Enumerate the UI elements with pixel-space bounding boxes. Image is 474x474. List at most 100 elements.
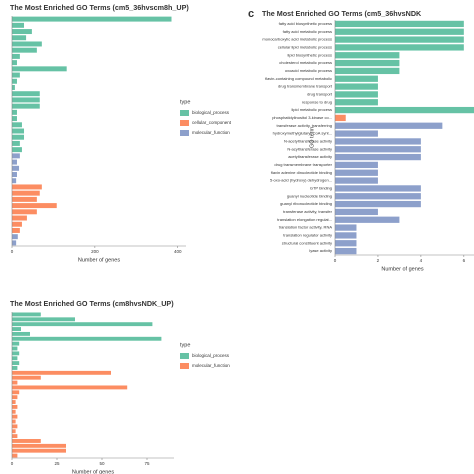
bar bbox=[12, 351, 20, 356]
bar bbox=[12, 331, 30, 336]
bar bbox=[12, 221, 22, 227]
x-tick-label: 0 bbox=[11, 461, 14, 466]
x-tick-label: 200 bbox=[91, 249, 99, 254]
legend-label: molecular_function bbox=[192, 363, 230, 368]
bar bbox=[12, 409, 16, 414]
bar bbox=[12, 178, 17, 184]
x-axis-label: Number of genes bbox=[381, 266, 423, 272]
bar bbox=[12, 215, 27, 221]
y-tick-label: fatty acid metabolic process bbox=[283, 29, 332, 34]
bar bbox=[12, 227, 20, 233]
legend-label: molecular_function bbox=[192, 130, 230, 135]
bar bbox=[12, 385, 128, 390]
x-axis-label: Number of genes bbox=[78, 257, 120, 263]
bar bbox=[12, 47, 37, 53]
bar bbox=[12, 172, 17, 177]
bar bbox=[12, 159, 17, 165]
bar bbox=[335, 91, 378, 98]
x-tick-label: 50 bbox=[99, 461, 105, 466]
bar bbox=[335, 232, 357, 239]
bar bbox=[12, 322, 153, 327]
y-tick-label: N-acyltransferase activity bbox=[287, 146, 332, 151]
chart-title: The Most Enriched GO Terms (cm8hvsNDK_UP… bbox=[10, 299, 174, 308]
bar bbox=[335, 169, 378, 176]
bar bbox=[335, 216, 400, 223]
bar bbox=[335, 146, 421, 153]
bar bbox=[335, 67, 400, 75]
bar bbox=[12, 370, 111, 375]
bar bbox=[12, 103, 40, 109]
y-tick-label: drug transmembrane transporter bbox=[274, 162, 332, 167]
bar bbox=[335, 130, 378, 137]
y-tick-label: structural constituent activity bbox=[282, 240, 332, 245]
y-tick-label: flavin adenine dinucleotide binding bbox=[271, 170, 332, 175]
bar bbox=[335, 177, 378, 184]
bar bbox=[12, 184, 42, 190]
bar bbox=[12, 336, 162, 341]
y-tick-label: response to drug bbox=[302, 99, 332, 104]
bar bbox=[12, 346, 18, 351]
legend-title: type bbox=[180, 99, 190, 105]
bar bbox=[12, 85, 15, 90]
bar bbox=[335, 200, 421, 208]
bar bbox=[12, 341, 20, 346]
bar bbox=[335, 247, 357, 255]
bar bbox=[12, 356, 18, 361]
y-tick-label: 5-oxo-acid (hydroxy) dehydrogen... bbox=[270, 178, 332, 183]
legend-swatch bbox=[180, 130, 189, 136]
bar bbox=[12, 190, 40, 196]
bar bbox=[335, 114, 346, 122]
bar bbox=[12, 97, 40, 103]
bar bbox=[335, 52, 400, 59]
bar bbox=[12, 72, 20, 78]
bar bbox=[12, 380, 18, 385]
bar bbox=[12, 424, 18, 429]
bar bbox=[335, 153, 421, 161]
bar bbox=[335, 185, 421, 192]
x-tick-label: 2 bbox=[377, 258, 380, 263]
y-tick-label: oxoacid metabolic process bbox=[285, 68, 332, 73]
legend-label: biological_process bbox=[192, 353, 230, 358]
bar bbox=[12, 448, 66, 453]
bar bbox=[12, 203, 57, 209]
bar bbox=[335, 36, 464, 43]
bar bbox=[12, 240, 17, 246]
bar bbox=[12, 361, 20, 366]
y-tick-label: guanyl ribonucleotide binding bbox=[280, 201, 332, 206]
bar bbox=[12, 327, 21, 331]
bar bbox=[335, 99, 378, 106]
y-tick-label: cholesterol metabolic process bbox=[279, 60, 332, 65]
y-tick-label: translation factor activity, RNA bbox=[279, 225, 333, 230]
legend-swatch bbox=[180, 120, 189, 126]
y-tick-label: GTP binding bbox=[310, 185, 332, 190]
legend-label: biological_process bbox=[192, 110, 230, 115]
bar bbox=[12, 116, 17, 122]
bar bbox=[12, 60, 17, 66]
y-tick-label: hydroxymethylglutaryl-CoA synt... bbox=[273, 131, 332, 136]
bar bbox=[12, 429, 16, 434]
bar bbox=[12, 128, 25, 134]
bar bbox=[12, 400, 16, 404]
bar bbox=[335, 83, 378, 90]
bar bbox=[12, 395, 18, 400]
bar bbox=[335, 75, 378, 82]
bar bbox=[335, 224, 357, 231]
y-tick-label: cellular lipid metabolic process bbox=[278, 44, 332, 49]
x-axis-label: Number of genes bbox=[72, 469, 114, 474]
y-axis-label: GO term bbox=[309, 127, 315, 149]
y-tick-label: lyase activity bbox=[309, 248, 332, 253]
y-tick-label: fatty acid biosynthetic process bbox=[279, 21, 332, 26]
bar bbox=[12, 453, 18, 458]
bar bbox=[12, 140, 20, 146]
bar bbox=[335, 28, 464, 35]
legend-swatch bbox=[180, 363, 189, 369]
bar bbox=[12, 312, 41, 317]
y-tick-label: N-acetyltransferase activity bbox=[284, 138, 332, 143]
bar bbox=[335, 161, 378, 169]
y-tick-label: translation elongation regulat... bbox=[277, 217, 332, 222]
y-tick-label: guanyl nucleotide binding bbox=[287, 193, 332, 198]
bar bbox=[12, 78, 17, 84]
bar bbox=[12, 375, 41, 380]
chart-title: The Most Enriched GO Terms (cm5_36hvsNDK bbox=[262, 9, 422, 18]
